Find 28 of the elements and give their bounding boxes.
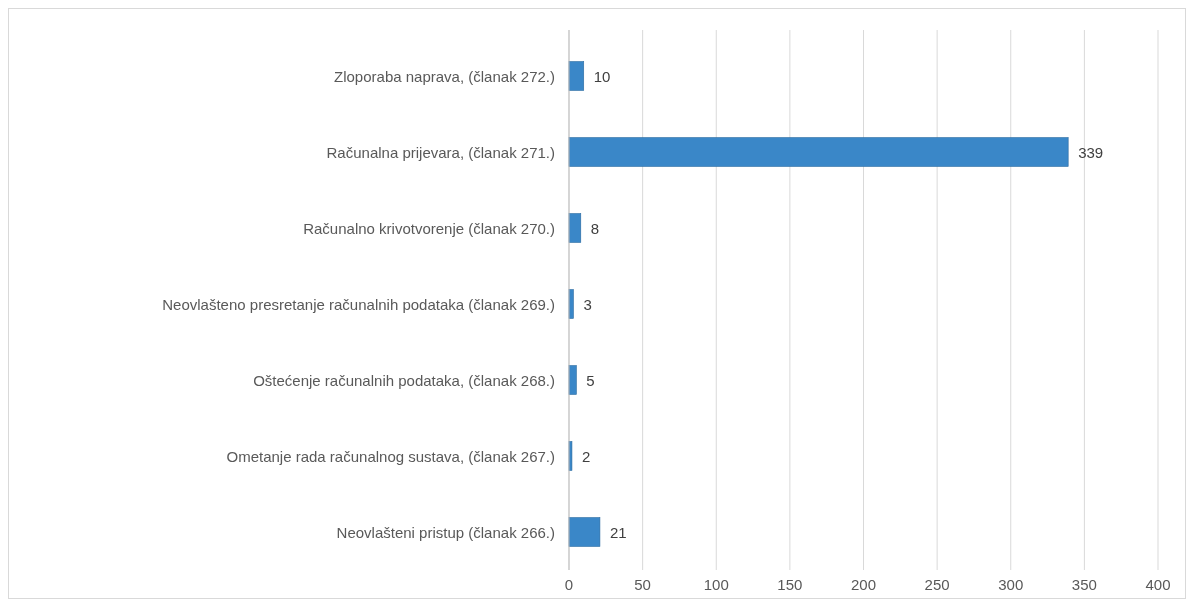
data-label: 339 bbox=[1078, 143, 1104, 161]
x-tick-label: 300 bbox=[998, 576, 1024, 593]
x-tick-label: 100 bbox=[703, 576, 729, 593]
x-tick-label: 350 bbox=[1071, 576, 1097, 593]
data-label: 10 bbox=[593, 67, 611, 85]
data-label: 2 bbox=[581, 447, 591, 465]
y-tick-label: Računalna prijevara, (članak 271.) bbox=[326, 143, 555, 161]
x-tick-label: 150 bbox=[777, 576, 803, 593]
y-tick-label: Neovlašteni pristup (članak 266.) bbox=[336, 523, 555, 541]
bar bbox=[568, 365, 577, 395]
data-label: 5 bbox=[586, 371, 595, 389]
x-tick-label: 0 bbox=[564, 576, 574, 593]
data-label: 3 bbox=[583, 295, 592, 313]
bar bbox=[568, 61, 585, 91]
y-tick-label: Ometanje rada računalnog sustava, (članak 267.) bbox=[226, 447, 555, 465]
x-tick-label: 50 bbox=[634, 576, 651, 593]
bar bbox=[568, 517, 601, 547]
x-tick-label: 200 bbox=[850, 576, 877, 593]
data-label: 8 bbox=[590, 219, 600, 237]
x-tick-label: 400 bbox=[1145, 576, 1171, 593]
bar bbox=[568, 137, 1069, 167]
data-label: 21 bbox=[609, 523, 627, 541]
y-tick-label: Neovlašteno presretanje računalnih podataka (članak 269.) bbox=[162, 295, 555, 313]
y-tick-label: Računalno krivotvorenje (članak 270.) bbox=[303, 219, 555, 237]
x-tick-label: 250 bbox=[924, 576, 950, 593]
y-tick-label: Zloporaba naprava, (članak 272.) bbox=[334, 67, 555, 85]
bar bbox=[568, 213, 582, 243]
y-tick-label: Oštećenje računalnih podataka, (članak 268.) bbox=[253, 371, 555, 389]
